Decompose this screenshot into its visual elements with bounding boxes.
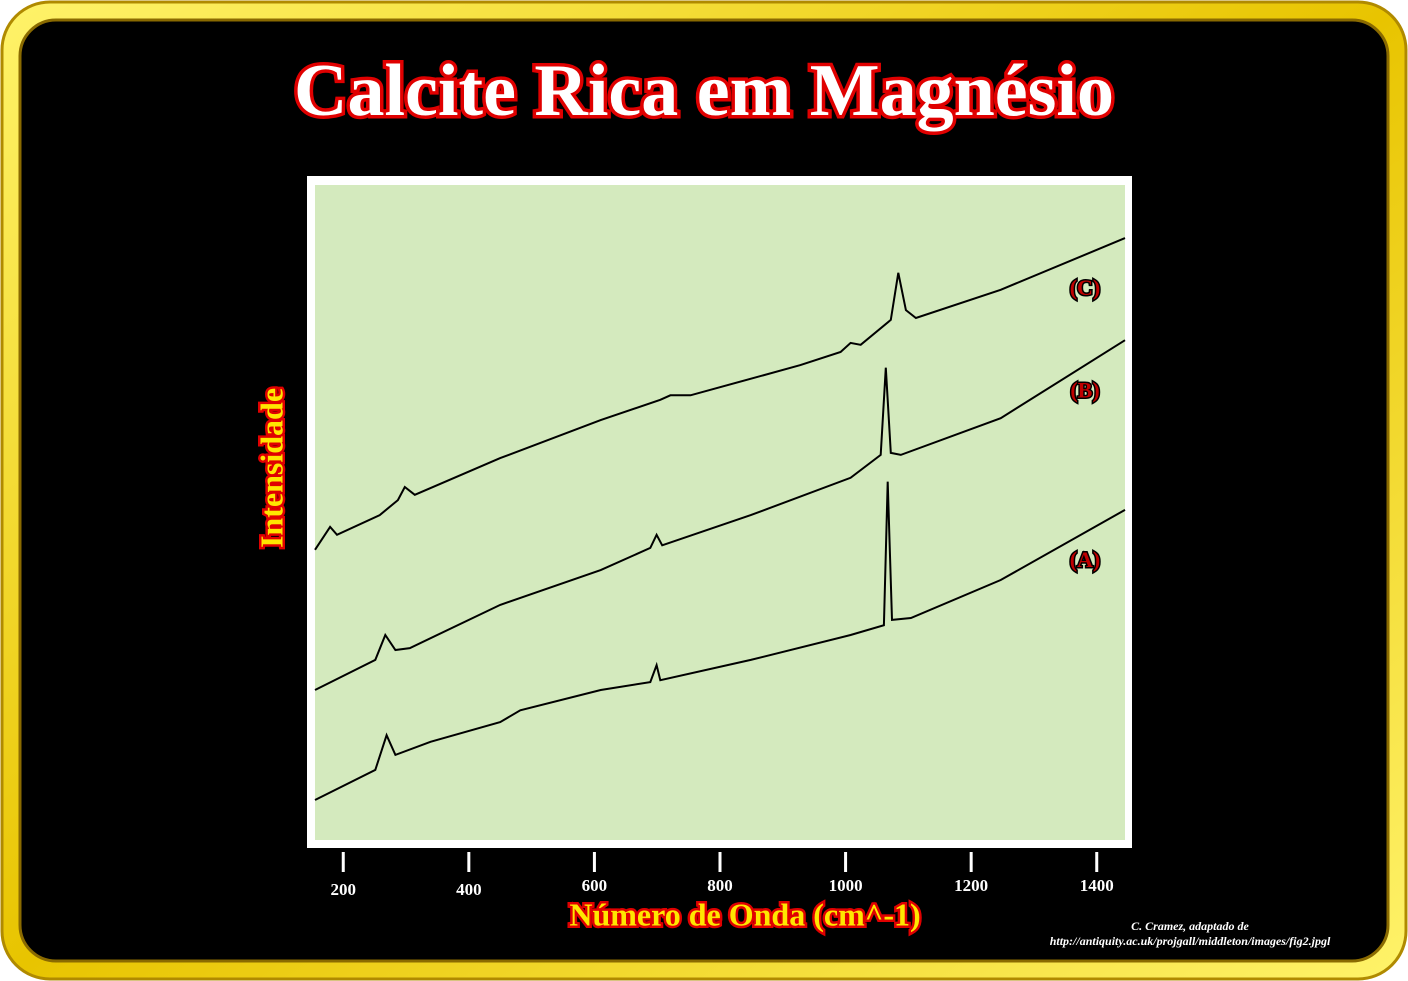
x-tick-label: 600: [582, 876, 608, 895]
plot-area: [315, 185, 1125, 840]
spectrum-line: [314, 481, 1126, 801]
x-axis-label: Número de Onda (cm^-1): [569, 896, 920, 932]
series-label: (C): [1070, 275, 1101, 300]
x-tick-label: 1400: [1080, 876, 1114, 895]
chart-title: Calcite Rica em Magnésio: [294, 50, 1114, 132]
source-note: http://antiquity.ac.uk/projgall/middleto…: [1050, 934, 1331, 948]
x-tick-label: 1200: [954, 876, 988, 895]
source-note: C. Cramez, adaptado de: [1131, 919, 1249, 933]
x-tick-label: 1000: [829, 876, 863, 895]
spectrum-line: [314, 237, 1126, 551]
series-label: (A): [1070, 547, 1101, 572]
y-axis-label: Intensidade: [253, 388, 289, 548]
spectrum-line: [314, 339, 1126, 691]
series-label: (B): [1070, 377, 1099, 402]
x-tick-label: 800: [707, 876, 733, 895]
x-tick-label: 200: [331, 880, 357, 899]
x-tick-label: 400: [456, 880, 482, 899]
